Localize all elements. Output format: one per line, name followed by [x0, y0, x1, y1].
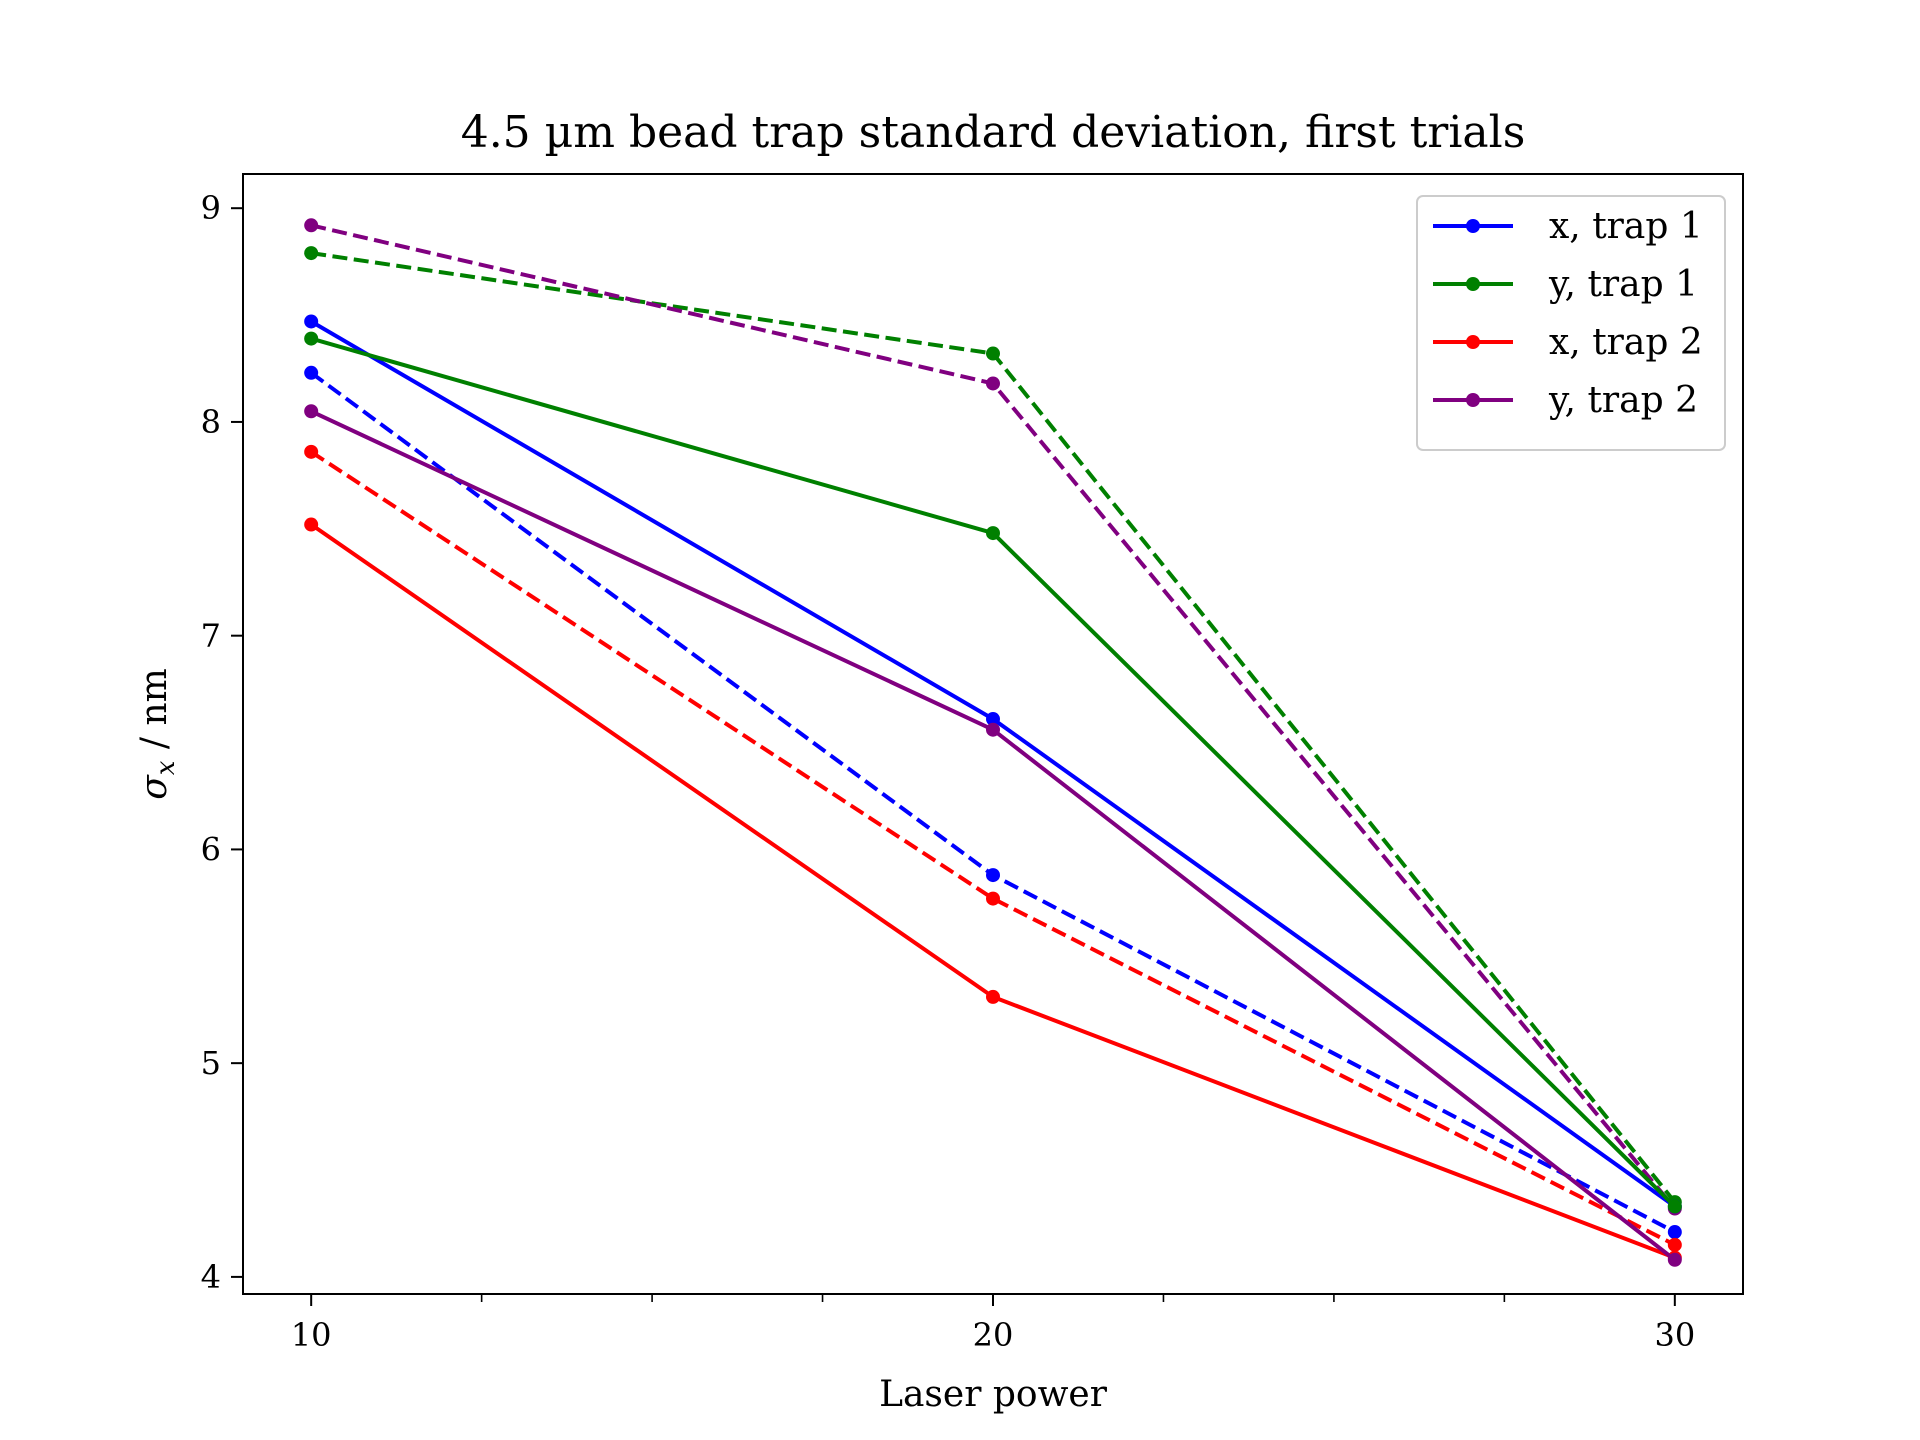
data-point-0-1	[986, 712, 1000, 727]
data-point-2-1	[986, 989, 1000, 1004]
data-point-3-0	[304, 404, 319, 419]
legend: x, trap 1 y, trap 1 x, trap 2 y, trap 2	[1416, 195, 1726, 451]
data-point-1-2	[1667, 1199, 1682, 1214]
y-axis-label-symbol: σ	[134, 774, 175, 800]
axes-frame	[242, 173, 1744, 1295]
y-axis-label-subscript: x	[151, 760, 181, 775]
data-point-1-0	[304, 331, 319, 346]
data-point-5-0	[304, 246, 319, 261]
y-tick-label: 4	[201, 1258, 221, 1296]
legend-swatch-marker	[1466, 277, 1480, 291]
data-point-7-1	[986, 376, 1000, 391]
data-point-7-0	[304, 218, 319, 233]
data-point-1-1	[986, 526, 1000, 541]
data-point-6-0	[304, 444, 319, 459]
data-point-4-0	[304, 365, 319, 380]
x-tick-label: 20	[973, 1316, 1014, 1354]
y-axis-label-rest: / nm	[134, 668, 175, 760]
legend-label: y, trap 2	[1548, 380, 1698, 421]
plot-area	[304, 218, 1682, 1267]
data-point-3-2	[1667, 1252, 1682, 1267]
legend-label: x, trap 1	[1549, 206, 1703, 247]
legend-label: x, trap 2	[1549, 322, 1703, 363]
data-point-6-1	[986, 891, 1000, 906]
x-axis: 10 20 30	[291, 1294, 1695, 1354]
x-axis-label: Laser power	[879, 1374, 1108, 1415]
x-tick-label: 10	[291, 1316, 332, 1354]
legend-box	[1416, 195, 1726, 451]
data-point-5-1	[986, 346, 1000, 361]
data-point-6-2	[1667, 1237, 1682, 1252]
data-point-2-0	[304, 517, 319, 532]
x-tick-label: 30	[1654, 1316, 1695, 1354]
legend-swatch-marker	[1466, 335, 1480, 349]
y-tick-label: 7	[201, 617, 221, 655]
y-tick-label: 8	[201, 403, 221, 441]
legend-swatch-marker	[1466, 219, 1480, 233]
data-point-4-2	[1667, 1225, 1682, 1240]
y-tick-label: 5	[201, 1044, 221, 1082]
y-axis-label: σx / nm	[134, 668, 181, 800]
data-point-3-1	[986, 722, 1000, 737]
legend-label: y, trap 1	[1548, 264, 1698, 305]
y-tick-label: 9	[201, 189, 221, 227]
chart-title: 4.5 µm bead trap standard deviation, fir…	[461, 107, 1526, 158]
legend-swatch-marker	[1466, 393, 1480, 407]
y-tick-label: 6	[201, 830, 221, 868]
y-axis: 4 5 6 7 8 9	[201, 189, 243, 1296]
series-line-6	[310, 450, 1676, 1247]
data-point-4-1	[986, 868, 1000, 883]
data-point-0-0	[304, 314, 319, 329]
